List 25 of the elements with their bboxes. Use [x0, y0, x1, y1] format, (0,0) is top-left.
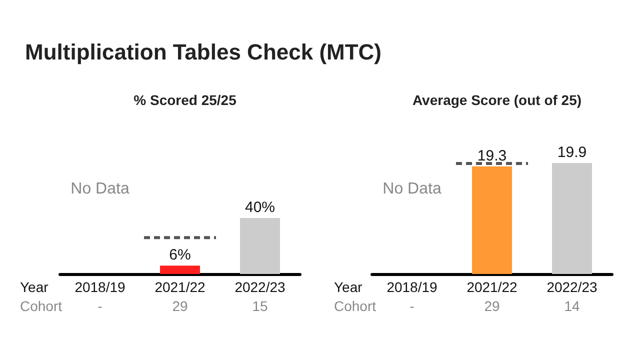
text: 14 — [564, 298, 580, 314]
text: Year — [334, 279, 363, 295]
chart-title: Multiplication Tables Check (MTC) — [25, 40, 382, 64]
text: Cohort — [334, 298, 376, 314]
text: 29 — [484, 298, 500, 314]
text: 29 — [172, 298, 188, 314]
text: Cohort — [20, 298, 62, 314]
text: - — [410, 298, 415, 314]
x-tick-label: 2022/23 — [546, 279, 598, 295]
text: No Data — [70, 180, 130, 198]
chart-subtitle: % Scored 25/25 — [134, 92, 237, 108]
text: - — [98, 298, 103, 314]
data-label: 6% — [169, 246, 191, 264]
x-tick-label: 2021/22 — [466, 279, 518, 295]
chart-subtitle: Average Score (out of 25) — [412, 92, 582, 108]
x-tick-label: 2018/19 — [386, 279, 438, 295]
data-label: 19.9 — [557, 144, 587, 161]
text: Year — [20, 279, 49, 295]
text: 15 — [252, 298, 268, 314]
data-label: 19.3 — [477, 147, 507, 164]
x-tick-label: 2021/22 — [154, 279, 206, 295]
data-label: 40% — [244, 199, 276, 216]
x-tick-label: 2022/23 — [234, 279, 286, 295]
x-tick-label: 2018/19 — [74, 279, 126, 295]
annotation: No Data — [382, 180, 442, 198]
